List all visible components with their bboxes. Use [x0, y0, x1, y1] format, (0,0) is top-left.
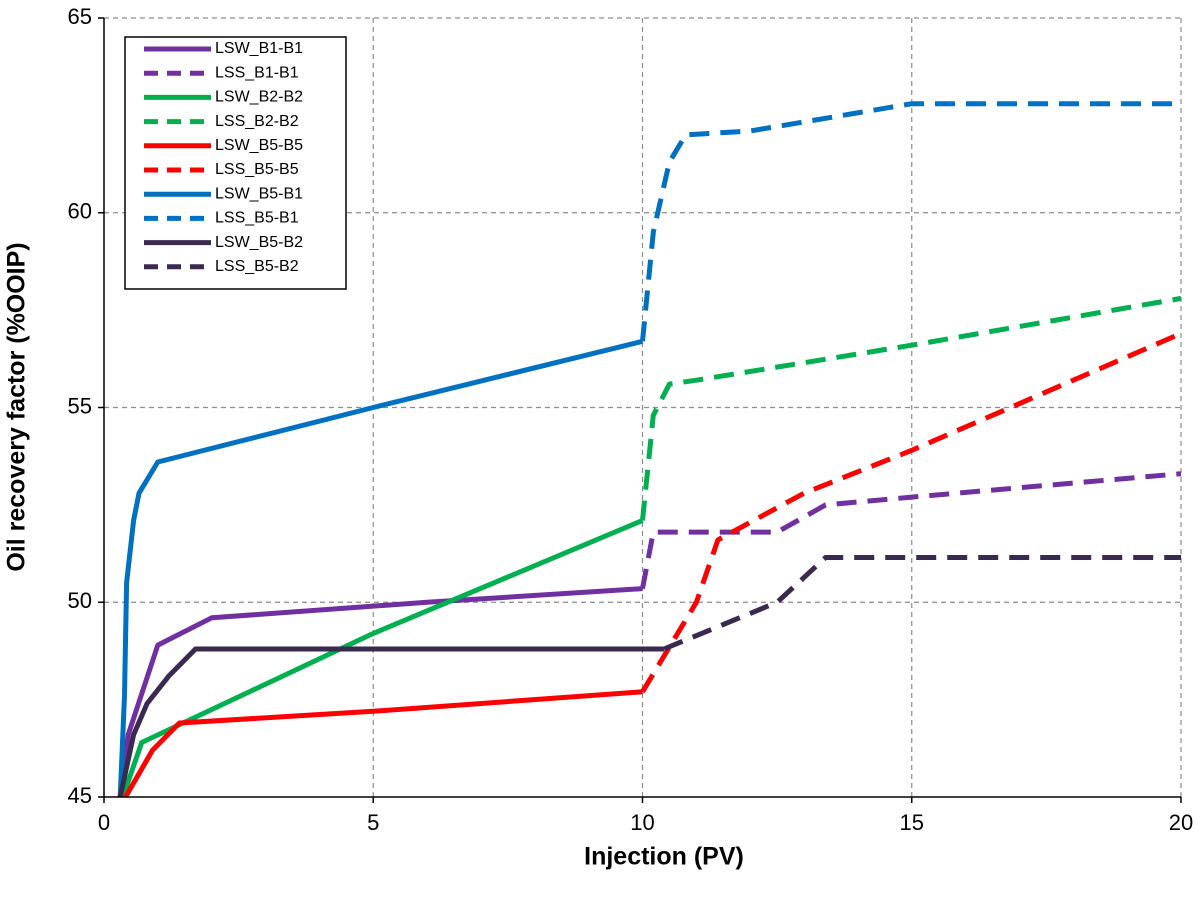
legend-box	[124, 36, 347, 290]
legend-label: LSW_B5-B1	[215, 185, 303, 202]
series-line-lsw-b1-b1	[117, 586, 643, 798]
x-axis-title: Injection (PV)	[584, 843, 744, 871]
x-tick-label: 10	[630, 810, 654, 835]
series-lines	[117, 101, 1182, 799]
y-axis-title: Oil recovery factor (%OOIP)	[3, 242, 31, 571]
series-line-lss-b5-b5	[640, 331, 1182, 694]
legend-label: LSS_B5-B2	[215, 258, 299, 275]
legend-label: LSW_B1-B1	[215, 40, 303, 57]
x-tick-label: 15	[900, 810, 924, 835]
legend-label: LSW_B5-B5	[215, 137, 303, 154]
tick-labels: 0 5 10 15 20 45 50 55 60 65	[68, 4, 1194, 835]
legend-label: LSS_B5-B5	[215, 161, 299, 178]
y-tick-label: 50	[68, 588, 92, 613]
series-line-lss-b1-b1	[640, 471, 1182, 590]
legend-label: LSS_B1-B1	[215, 64, 299, 81]
y-tick-label: 55	[68, 393, 92, 418]
series-line-lsw-b5-b5	[123, 689, 643, 799]
x-tick-label: 5	[367, 810, 379, 835]
y-tick-label: 65	[68, 4, 92, 29]
series-line-lss-b5-b1	[640, 101, 1181, 342]
y-tick-label: 45	[68, 783, 92, 808]
series-line-lss-b5-b2	[663, 555, 1181, 652]
legend-label: LSS_B5-B1	[215, 210, 299, 227]
series-line-lsw-b2-b2	[120, 518, 644, 798]
legend-label: LSW_B5-B2	[215, 234, 303, 251]
x-tick-label: 20	[1169, 810, 1193, 835]
axes	[98, 17, 1182, 803]
legend: LSW_B1-B1 LSS_B1-B1 LSW_B2-B2 LSS_B2-B2 LSW_…	[124, 36, 347, 290]
series-line-lsw-b5-b1	[117, 338, 644, 798]
y-tick-label: 60	[68, 199, 92, 224]
x-tick-label: 0	[98, 810, 110, 835]
legend-label: LSW_B2-B2	[215, 89, 303, 106]
legend-label: LSS_B2-B2	[215, 113, 299, 130]
series-line-lsw-b5-b2	[117, 646, 664, 798]
